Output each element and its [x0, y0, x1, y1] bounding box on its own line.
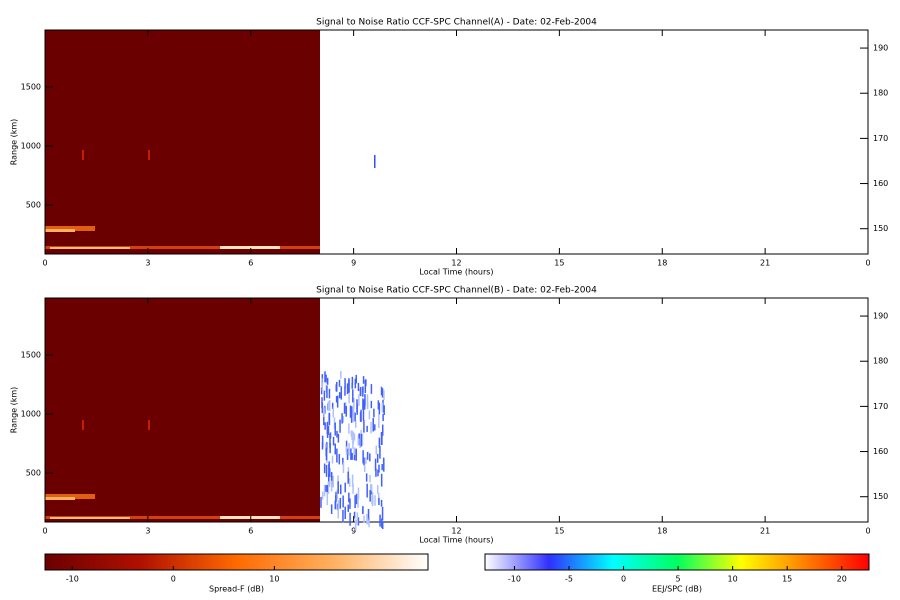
x-tick-label: 18	[657, 527, 667, 536]
y2-tick-label: 170	[873, 402, 888, 411]
y2-tick-label: 160	[873, 179, 888, 188]
x-tick-label: 3	[145, 259, 150, 268]
x-tick-label: 21	[760, 259, 770, 268]
chart-title: Signal to Noise Ratio CCF-SPC Channel(A)…	[316, 18, 597, 28]
y2-tick-label: 190	[873, 44, 888, 53]
x-axis-label: Local Time (hours)	[419, 268, 493, 277]
y2-tick-label: 150	[873, 492, 888, 501]
colorbar-tick-label: 5	[676, 575, 681, 584]
y2-tick-label: 180	[873, 357, 888, 366]
x-tick-label: 9	[351, 259, 356, 268]
y-tick-label: 500	[26, 201, 41, 210]
x-tick-label: 0	[42, 527, 47, 536]
y-tick-label: 500	[26, 469, 41, 478]
y-axis-label: Range (km)	[10, 387, 19, 434]
y2-tick-label: 170	[873, 134, 888, 143]
colorbar-label: EEJ/SPC (dB)	[652, 585, 702, 594]
colorbar	[44, 553, 429, 571]
heatmap-b	[45, 298, 320, 522]
x-tick-label: 21	[760, 527, 770, 536]
x-tick-label: 18	[657, 259, 667, 268]
colorbar-tick-label: -5	[565, 575, 573, 584]
y2-tick-label: 190	[873, 312, 888, 321]
colorbar-tick-label: 10	[728, 575, 738, 584]
colorbar	[484, 553, 870, 571]
x-tick-label: 15	[554, 527, 564, 536]
colorbar-tick-label: 15	[782, 575, 792, 584]
eej-echoes	[320, 371, 385, 531]
colorbar-tick-label: -10	[66, 575, 79, 584]
colorbar-tick-label: 10	[269, 575, 279, 584]
x-tick-label: 0	[42, 259, 47, 268]
colorbar-tick-label: 20	[837, 575, 847, 584]
x-tick-label: 6	[248, 527, 253, 536]
chart-title: Signal to Noise Ratio CCF-SPC Channel(B)…	[316, 286, 597, 296]
y-tick-label: 1500	[21, 351, 41, 360]
x-tick-label: 0	[865, 527, 870, 536]
x-tick-label: 3	[145, 527, 150, 536]
colorbar-label: Spread-F (dB)	[209, 585, 264, 594]
x-tick-label: 15	[554, 259, 564, 268]
y-tick-label: 1000	[21, 142, 41, 151]
y2-tick-label: 180	[873, 89, 888, 98]
x-tick-label: 12	[451, 527, 461, 536]
y-tick-label: 1500	[21, 83, 41, 92]
y2-tick-label: 150	[873, 224, 888, 233]
colorbar-tick-label: 0	[171, 575, 176, 584]
x-tick-label: 6	[248, 259, 253, 268]
x-tick-label: 12	[451, 259, 461, 268]
heatmap-a	[45, 30, 376, 254]
y-tick-label: 1000	[21, 410, 41, 419]
x-tick-label: 9	[351, 527, 356, 536]
colorbar-tick-label: 0	[621, 575, 626, 584]
y2-tick-label: 160	[873, 447, 888, 456]
x-axis-label: Local Time (hours)	[419, 536, 493, 545]
y-axis-label: Range (km)	[10, 119, 19, 166]
colorbar-tick-label: -10	[508, 575, 521, 584]
x-tick-label: 0	[865, 259, 870, 268]
